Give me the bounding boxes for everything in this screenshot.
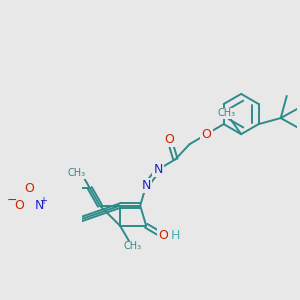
Text: N: N — [142, 179, 151, 192]
Text: N: N — [154, 163, 163, 176]
Text: H: H — [171, 229, 180, 242]
Text: CH₃: CH₃ — [218, 109, 236, 118]
Text: O: O — [158, 229, 168, 242]
Text: O: O — [202, 128, 212, 141]
Text: CH₃: CH₃ — [123, 242, 141, 251]
Text: O: O — [25, 182, 34, 195]
Text: O: O — [14, 199, 24, 212]
Text: N: N — [35, 199, 44, 212]
Text: CH₃: CH₃ — [67, 168, 85, 178]
Text: −: − — [7, 194, 17, 207]
Text: +: + — [39, 196, 47, 206]
Text: O: O — [164, 133, 174, 146]
